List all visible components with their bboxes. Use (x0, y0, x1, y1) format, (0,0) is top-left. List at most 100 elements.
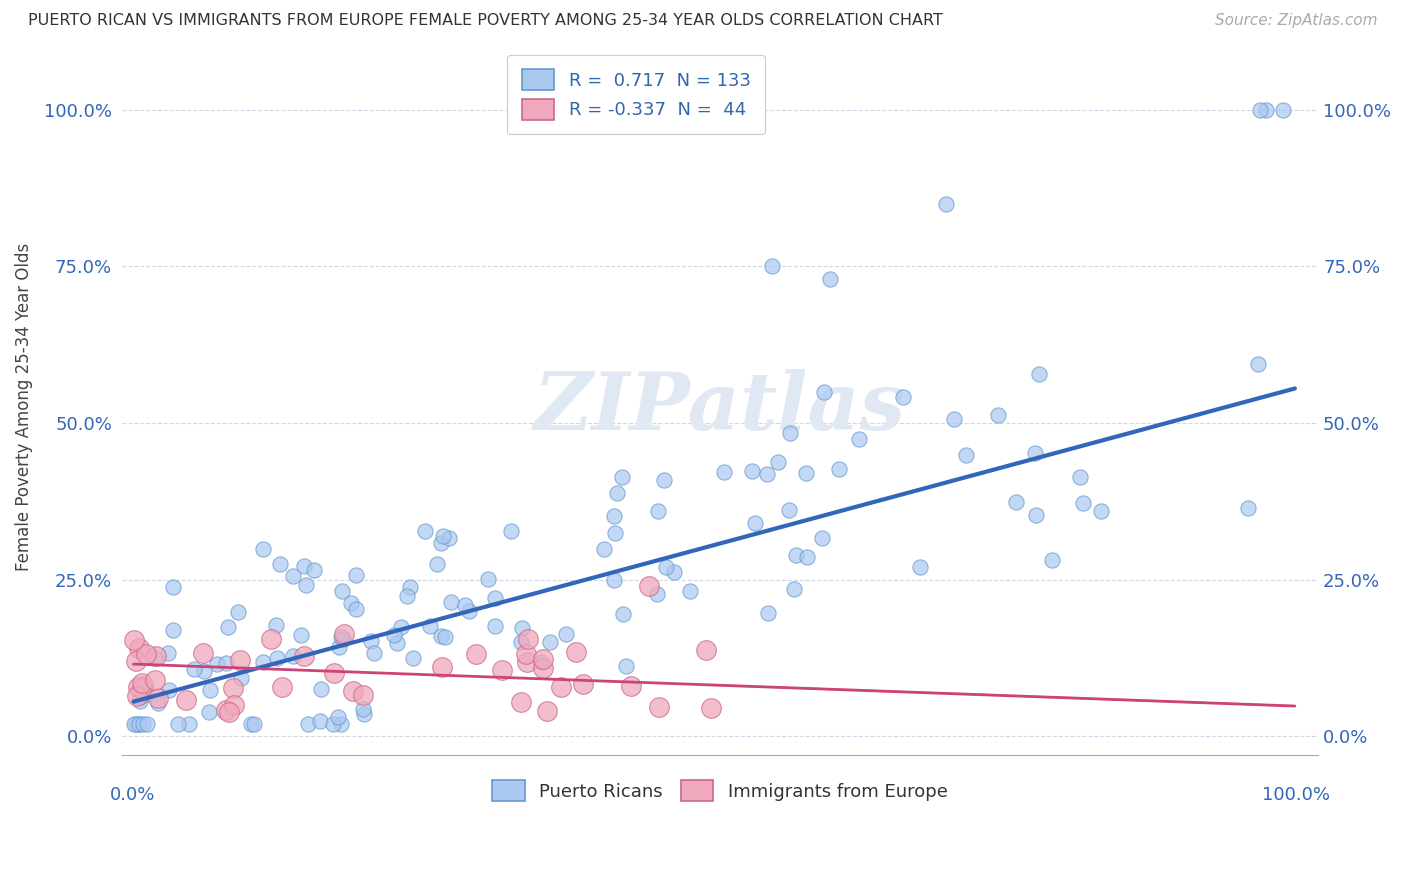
Point (329, 716, 352, 731)
Point (426, 557, 449, 571)
Point (162, 623, 184, 637)
Point (484, 619, 506, 633)
Point (167, 716, 190, 731)
Point (402, 651, 425, 665)
Point (193, 664, 215, 678)
Point (322, 716, 344, 731)
Point (131, 676, 153, 690)
Point (756, 606, 779, 620)
Point (309, 714, 332, 729)
Point (191, 646, 214, 660)
Point (243, 716, 266, 731)
Point (943, 411, 966, 425)
Point (510, 621, 533, 635)
Point (128, 690, 150, 705)
Point (125, 689, 148, 703)
Point (297, 716, 319, 731)
Point (538, 635, 561, 649)
Point (593, 542, 616, 557)
Point (157, 646, 180, 660)
Point (302, 563, 325, 577)
Point (491, 664, 513, 678)
Point (352, 701, 374, 715)
Point (125, 654, 148, 668)
Point (778, 503, 800, 517)
Point (330, 630, 353, 644)
Point (124, 716, 146, 731)
Text: Source: ZipAtlas.com: Source: ZipAtlas.com (1215, 13, 1378, 29)
Point (146, 696, 169, 710)
Point (612, 469, 634, 483)
Point (143, 651, 166, 665)
Point (1247, 357, 1270, 371)
Point (516, 655, 538, 669)
Point (1024, 446, 1046, 460)
Point (695, 643, 717, 657)
Point (794, 466, 817, 480)
Point (1249, 103, 1271, 117)
Point (1040, 553, 1063, 567)
Point (122, 632, 145, 647)
Point (1028, 367, 1050, 381)
Point (515, 647, 537, 661)
Point (352, 688, 374, 702)
Point (741, 464, 763, 478)
Point (218, 705, 240, 719)
Point (477, 572, 499, 586)
Point (813, 385, 835, 400)
Point (434, 630, 457, 644)
Point (344, 567, 367, 582)
Point (281, 649, 304, 664)
Point (419, 618, 441, 632)
Point (606, 486, 628, 500)
Text: ZIPatlas: ZIPatlas (534, 368, 905, 446)
Point (281, 569, 304, 583)
Legend: Puerto Ricans, Immigrants from Europe: Puerto Ricans, Immigrants from Europe (478, 765, 962, 815)
Point (360, 634, 382, 648)
Point (131, 716, 153, 731)
Point (828, 462, 851, 476)
Point (713, 465, 735, 479)
Point (638, 579, 661, 593)
Point (440, 595, 463, 609)
Point (146, 691, 169, 706)
Point (135, 648, 157, 662)
Point (217, 620, 239, 634)
Point (1272, 103, 1295, 117)
Point (454, 598, 477, 612)
Point (252, 655, 274, 669)
Point (761, 260, 783, 274)
Point (796, 549, 818, 564)
Point (128, 716, 150, 731)
Point (135, 687, 157, 701)
Point (396, 590, 419, 604)
Point (1069, 469, 1091, 483)
Point (177, 716, 200, 731)
Point (413, 524, 436, 538)
Point (198, 683, 221, 698)
Point (458, 604, 481, 618)
Point (429, 629, 451, 643)
Point (183, 662, 205, 676)
Point (295, 578, 318, 592)
Point (432, 529, 454, 543)
Text: 100.0%: 100.0% (1263, 786, 1330, 805)
Point (565, 645, 588, 659)
Point (655, 559, 678, 574)
Point (700, 701, 723, 715)
Point (811, 531, 834, 545)
Point (353, 706, 375, 721)
Point (226, 606, 249, 620)
Point (779, 425, 801, 440)
Point (157, 682, 180, 697)
Point (346, 601, 368, 615)
Point (269, 557, 291, 571)
Point (550, 680, 572, 694)
Point (292, 649, 315, 664)
Text: PUERTO RICAN VS IMMIGRANTS FROM EUROPE FEMALE POVERTY AMONG 25-34 YEAR OLDS CORR: PUERTO RICAN VS IMMIGRANTS FROM EUROPE F… (28, 13, 943, 29)
Point (647, 504, 669, 518)
Point (768, 455, 790, 469)
Point (935, 196, 957, 211)
Point (328, 640, 350, 655)
Point (430, 536, 453, 550)
